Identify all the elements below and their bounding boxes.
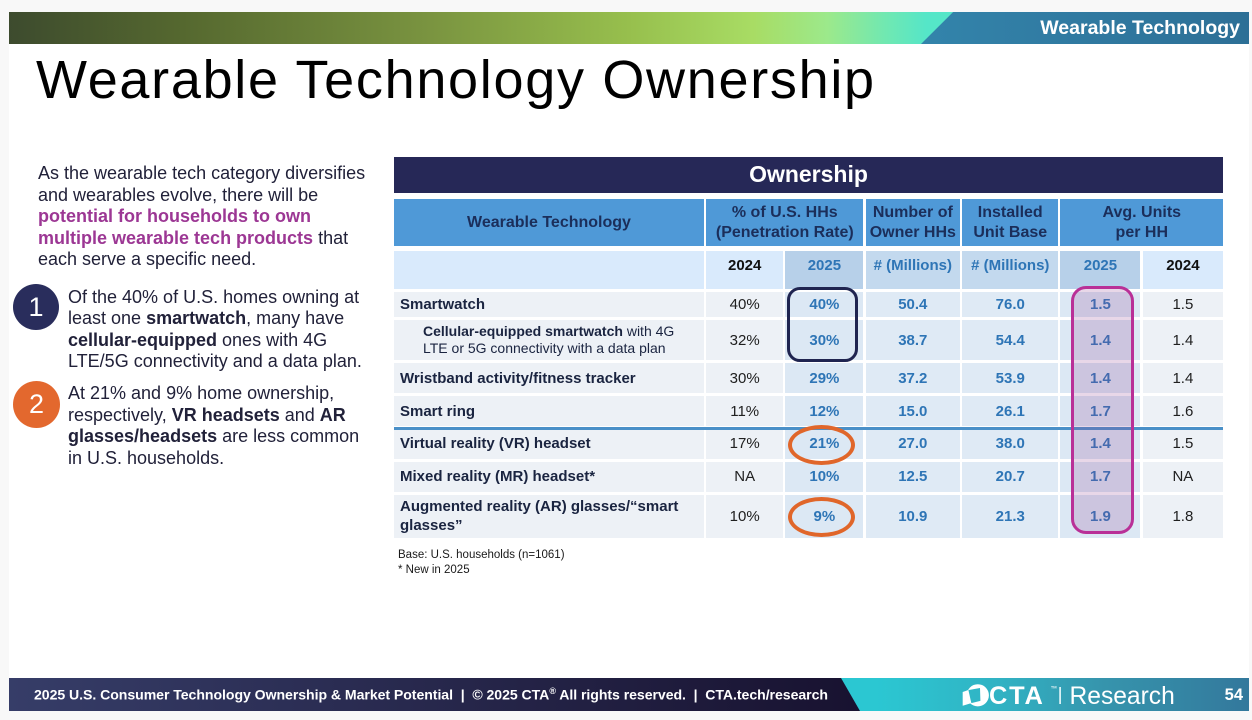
svg-text:Research: Research bbox=[1070, 683, 1175, 710]
svg-text:™: ™ bbox=[1051, 686, 1058, 693]
svg-text:CTA: CTA bbox=[989, 682, 1045, 710]
